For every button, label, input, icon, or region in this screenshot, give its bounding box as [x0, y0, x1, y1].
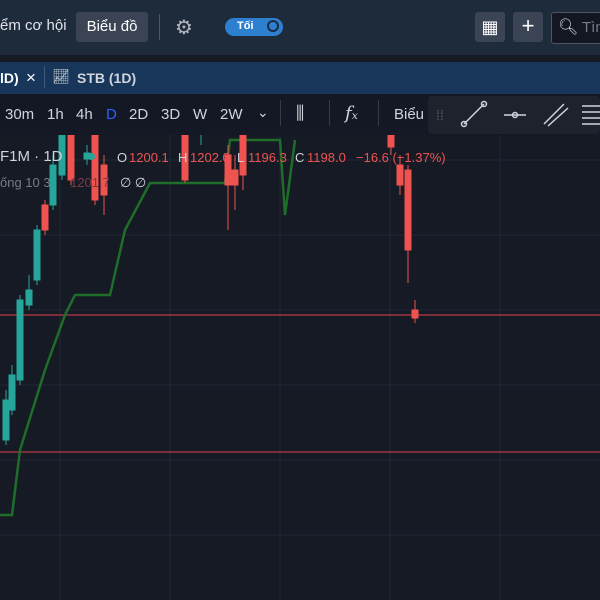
theme-toggle[interactable]: Tối — [225, 18, 283, 36]
grid — [0, 135, 600, 600]
close-value: 1198.0 — [307, 150, 346, 165]
close-label: C — [295, 150, 305, 165]
search-placeholder: Tìn — [582, 19, 600, 36]
settings-icon[interactable]: ⚙ — [175, 17, 193, 39]
tab-close[interactable]: × — [26, 68, 36, 87]
open-label: O — [117, 150, 128, 165]
active-tab[interactable]: lD) — [0, 70, 19, 86]
drawing-tools: ⁞⁞ — [436, 100, 600, 128]
timeframe-button[interactable]: 1h — [47, 106, 64, 123]
tool-dot — [511, 111, 519, 119]
tab-bar — [0, 62, 600, 94]
high-value: 1202.0 — [190, 150, 230, 165]
divider — [329, 100, 330, 126]
tool-dot — [480, 100, 488, 108]
theme-label: Tối — [237, 20, 254, 32]
empty-values: ∅ ∅ — [120, 175, 147, 190]
timeframe-button[interactable]: D — [106, 106, 117, 123]
drawing-toolbar: ⁞⁞ — [428, 96, 600, 134]
add-button[interactable]: + — [513, 12, 543, 42]
symbol-label: F1M · 1D — [0, 148, 63, 165]
timeframe-button[interactable]: 3D — [161, 106, 181, 123]
timeframe-button[interactable]: 2D — [129, 106, 149, 123]
opportunities-link[interactable]: ểm cơ hội — [0, 17, 67, 34]
second-tab[interactable]: STB (1D) — [77, 70, 137, 86]
price-chart — [0, 135, 600, 600]
timeframe-button[interactable]: 30m — [5, 106, 35, 123]
divider — [378, 100, 379, 126]
layout-button[interactable]: ▦ — [475, 12, 505, 42]
trendline-tool[interactable] — [463, 103, 485, 125]
volume-value: 1201.7 — [70, 175, 110, 190]
indicator-menu[interactable]: Biểu — [394, 106, 425, 123]
timeframe-button[interactable]: 2W — [220, 106, 243, 123]
tool-dot — [460, 120, 468, 128]
search-box[interactable]: 🔍︎ Tìn — [551, 12, 600, 44]
divider — [44, 66, 45, 88]
divider — [280, 100, 281, 126]
indicator-icon[interactable]: fₓ — [345, 103, 359, 124]
low-label: L — [237, 150, 245, 165]
tab-icon: 📈︎ — [52, 68, 70, 84]
status-dot — [88, 153, 95, 160]
more-timeframes[interactable]: ⌄ — [257, 104, 269, 120]
fib-tool[interactable] — [582, 105, 600, 125]
channel-tool[interactable] — [543, 103, 569, 127]
volume-label: ống 10 3 — [0, 175, 51, 190]
toggle-knob — [267, 20, 279, 32]
indicator-line — [0, 138, 297, 517]
timeframe-button[interactable]: W — [193, 106, 208, 123]
drag-handle: ⁞⁞ — [436, 107, 444, 123]
candles — [2, 135, 419, 445]
low-value: 1196.3 — [248, 150, 287, 165]
divider — [159, 14, 160, 40]
search-icon: 🔍︎ — [558, 19, 579, 36]
open-value: 1200.1 — [129, 150, 169, 165]
timeframe-button[interactable]: 4h — [76, 106, 93, 123]
candle-type-icon[interactable]: ⫼ — [296, 103, 305, 123]
high-label: H — [178, 150, 188, 165]
chart-button[interactable]: Biểu đồ — [76, 12, 148, 42]
change-value: −16.6 (−1.37%) — [356, 150, 446, 165]
